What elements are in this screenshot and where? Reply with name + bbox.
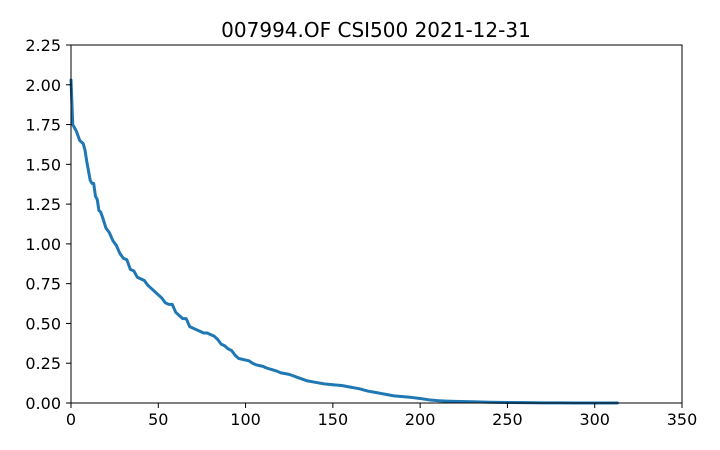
x-tick-label: 300: [579, 410, 610, 429]
y-tick-label: 0.50: [25, 314, 61, 333]
chart-title: 007994.OF CSI500 2021-12-31: [221, 18, 531, 42]
plot-area: [69, 78, 619, 405]
axes-frame: [70, 44, 683, 404]
axes: 0 50 100 150 200 250 300 350 0.00 0.25 0.50 0.75 1.0…: [25, 36, 697, 429]
x-tick-label: 100: [230, 410, 261, 429]
y-tick-label: 2.25: [25, 36, 61, 55]
x-tick-label: 250: [492, 410, 523, 429]
x-tick-label: 200: [405, 410, 436, 429]
x-tick-label: 0: [66, 410, 76, 429]
y-tick-label: 2.00: [25, 76, 61, 95]
x-tick-label: 350: [667, 410, 698, 429]
y-tick-label: 1.75: [25, 116, 61, 135]
series-line-0: [69, 78, 619, 405]
y-tick-label: 1.00: [25, 235, 61, 254]
y-tick-label: 1.25: [25, 195, 61, 214]
y-tick-label: 1.50: [25, 155, 61, 174]
y-tick-label: 0.00: [25, 394, 61, 413]
x-tick-label: 50: [148, 410, 168, 429]
y-tick-label: 0.75: [25, 275, 61, 294]
x-tick-label: 150: [318, 410, 349, 429]
y-tick-label: 0.25: [25, 354, 61, 373]
